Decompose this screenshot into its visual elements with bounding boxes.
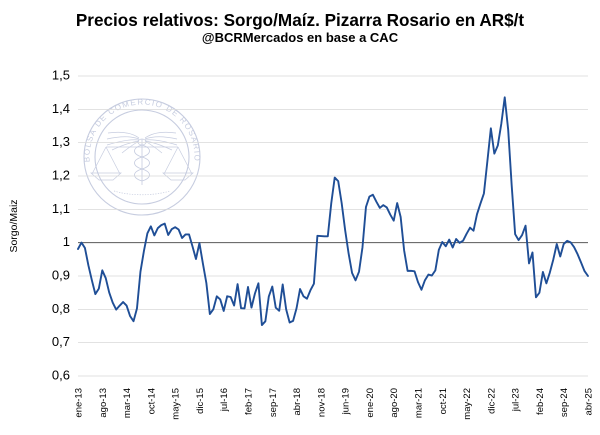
svg-text:abr-25: abr-25 — [584, 388, 595, 415]
svg-text:0,8: 0,8 — [52, 301, 70, 316]
svg-text:1,2: 1,2 — [52, 168, 70, 183]
svg-text:feb-17: feb-17 — [244, 388, 255, 415]
svg-text:jul-23: jul-23 — [511, 388, 522, 412]
svg-text:may-15: may-15 — [171, 388, 182, 420]
svg-text:jun-19: jun-19 — [341, 388, 352, 415]
svg-text:1,5: 1,5 — [52, 68, 70, 83]
svg-text:ago-13: ago-13 — [98, 388, 109, 418]
svg-text:1,4: 1,4 — [52, 101, 70, 116]
svg-text:mar-21: mar-21 — [414, 388, 425, 418]
svg-text:oct-21: oct-21 — [438, 388, 449, 414]
svg-text:feb-24: feb-24 — [535, 388, 546, 415]
svg-text:sep-24: sep-24 — [559, 388, 570, 417]
svg-text:0,6: 0,6 — [52, 368, 70, 383]
svg-text:abr-18: abr-18 — [292, 388, 303, 415]
svg-text:ene-20: ene-20 — [365, 388, 376, 418]
svg-text:sep-17: sep-17 — [268, 388, 279, 417]
svg-text:1: 1 — [63, 234, 70, 249]
svg-text:0,7: 0,7 — [52, 334, 70, 349]
svg-text:ene-13: ene-13 — [74, 388, 85, 418]
svg-text:may-22: may-22 — [462, 388, 473, 420]
svg-text:0,9: 0,9 — [52, 268, 70, 283]
svg-text:ago-20: ago-20 — [389, 388, 400, 418]
svg-text:mar-14: mar-14 — [122, 388, 133, 418]
svg-text:1,1: 1,1 — [52, 201, 70, 216]
svg-text:nov-18: nov-18 — [316, 388, 327, 417]
svg-text:oct-14: oct-14 — [146, 388, 157, 414]
svg-text:dic-22: dic-22 — [486, 388, 497, 414]
svg-text:dic-15: dic-15 — [195, 388, 206, 414]
svg-text:jul-16: jul-16 — [219, 388, 230, 412]
svg-text:1,3: 1,3 — [52, 134, 70, 149]
